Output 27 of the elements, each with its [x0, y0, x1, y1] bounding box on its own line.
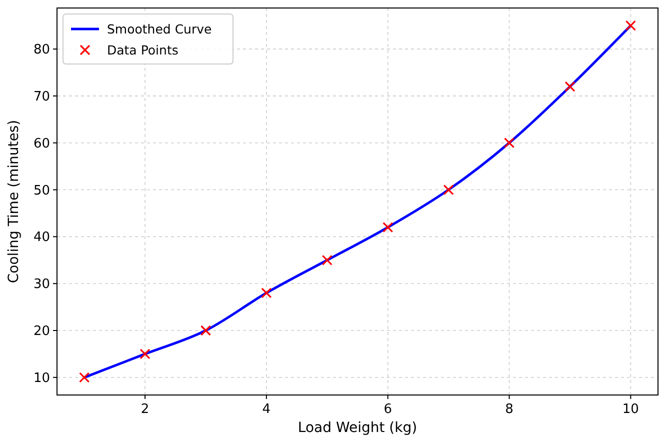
y-tick-label: 50	[33, 183, 50, 198]
point	[443, 184, 454, 196]
x-tick-label: 10	[622, 402, 639, 417]
y-tick-label: 80	[33, 42, 50, 58]
point	[140, 348, 150, 360]
point	[200, 325, 212, 336]
y-tick-label: 60	[33, 136, 50, 152]
y-tick-label: 70	[33, 90, 50, 105]
point	[79, 372, 90, 383]
y-tick-label: 10	[33, 370, 50, 386]
point	[564, 81, 576, 92]
x-tick-label: 2	[140, 402, 150, 417]
point	[625, 20, 636, 31]
x-tick-label: 8	[505, 402, 514, 417]
point	[504, 138, 515, 148]
legend-label: Data Points	[107, 42, 178, 58]
y-axis-title: Cooling Time (minutes)	[6, 120, 22, 284]
point	[382, 222, 394, 233]
y-tick-label: 40	[33, 230, 50, 246]
point	[261, 288, 272, 298]
y-tick-label: 30	[33, 277, 50, 292]
legend-label: Smoothed Curve	[107, 21, 212, 36]
point	[322, 254, 332, 266]
y-tick-label: 20	[33, 324, 50, 340]
x-axis-title: Load Weight (kg)	[298, 420, 418, 436]
x-tick-label: 6	[384, 402, 392, 417]
x-tick-label: 4	[262, 402, 271, 417]
